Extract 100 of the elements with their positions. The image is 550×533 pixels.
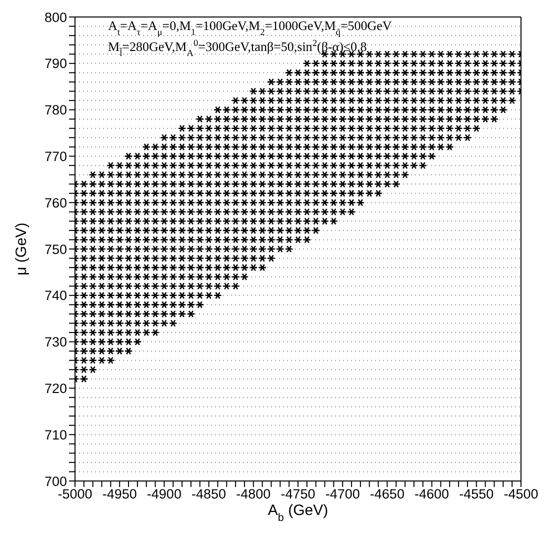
y-tick-label: 760 bbox=[44, 195, 67, 210]
point bbox=[294, 96, 302, 104]
point bbox=[133, 180, 142, 188]
point bbox=[347, 208, 356, 216]
point bbox=[222, 106, 231, 114]
point bbox=[213, 134, 222, 142]
point bbox=[231, 115, 240, 123]
point bbox=[213, 124, 222, 132]
point bbox=[178, 134, 186, 142]
point bbox=[302, 124, 312, 132]
point bbox=[186, 190, 196, 198]
point bbox=[400, 143, 410, 151]
point bbox=[312, 198, 320, 206]
x-tick-label: -4700 bbox=[325, 486, 360, 502]
point bbox=[249, 254, 258, 262]
point bbox=[445, 50, 454, 58]
point bbox=[231, 143, 240, 151]
point bbox=[481, 88, 490, 95]
point bbox=[186, 236, 196, 244]
point bbox=[80, 190, 88, 198]
point bbox=[151, 226, 160, 234]
point bbox=[294, 208, 302, 216]
point bbox=[88, 292, 98, 300]
x-tick-label: -4900 bbox=[146, 486, 182, 502]
point bbox=[98, 226, 106, 234]
point bbox=[329, 106, 338, 114]
point bbox=[115, 282, 124, 290]
point bbox=[133, 310, 142, 318]
point bbox=[428, 88, 436, 95]
point bbox=[160, 217, 168, 225]
point bbox=[428, 78, 436, 86]
point bbox=[320, 134, 330, 142]
point bbox=[284, 88, 294, 95]
point bbox=[382, 152, 392, 160]
point bbox=[213, 208, 222, 216]
point bbox=[454, 96, 463, 104]
point bbox=[222, 282, 231, 290]
point bbox=[338, 68, 347, 76]
point bbox=[80, 310, 88, 318]
point bbox=[213, 198, 222, 206]
point bbox=[204, 236, 214, 244]
point bbox=[124, 208, 133, 216]
point bbox=[338, 208, 347, 216]
point bbox=[142, 171, 151, 178]
point bbox=[115, 310, 124, 318]
point bbox=[133, 162, 142, 170]
point bbox=[240, 198, 249, 206]
point bbox=[302, 134, 312, 142]
point bbox=[178, 236, 186, 244]
point bbox=[222, 273, 231, 281]
point bbox=[204, 190, 214, 198]
x-tick-label: -4600 bbox=[414, 486, 450, 502]
point bbox=[151, 273, 160, 281]
point bbox=[178, 226, 186, 234]
point bbox=[249, 171, 258, 178]
point bbox=[400, 88, 410, 95]
point bbox=[382, 143, 392, 151]
point bbox=[98, 190, 106, 198]
point bbox=[294, 198, 302, 206]
point bbox=[436, 143, 445, 151]
point bbox=[222, 171, 231, 178]
point bbox=[418, 143, 428, 151]
point bbox=[302, 180, 312, 188]
point bbox=[498, 88, 508, 95]
point bbox=[222, 254, 231, 262]
point bbox=[204, 124, 214, 132]
point bbox=[88, 347, 98, 355]
point bbox=[294, 180, 302, 188]
point bbox=[98, 273, 106, 281]
point bbox=[365, 180, 374, 188]
point bbox=[266, 152, 276, 160]
point bbox=[124, 282, 133, 290]
point bbox=[80, 245, 88, 253]
point bbox=[365, 143, 374, 151]
point bbox=[124, 254, 133, 262]
point bbox=[498, 78, 508, 86]
point bbox=[178, 162, 186, 170]
point bbox=[258, 124, 267, 132]
point bbox=[266, 124, 276, 132]
point bbox=[356, 152, 365, 160]
point bbox=[454, 115, 463, 123]
point bbox=[106, 356, 115, 364]
point bbox=[231, 254, 240, 262]
point bbox=[196, 162, 204, 170]
point bbox=[302, 198, 312, 206]
point bbox=[284, 236, 294, 244]
point bbox=[374, 68, 383, 76]
point bbox=[133, 264, 142, 272]
point bbox=[106, 236, 115, 244]
point bbox=[160, 310, 168, 318]
point bbox=[294, 68, 302, 76]
point bbox=[213, 236, 222, 244]
point bbox=[151, 190, 160, 198]
point bbox=[196, 124, 204, 132]
point bbox=[213, 282, 222, 290]
point bbox=[266, 190, 276, 198]
point bbox=[436, 50, 445, 58]
point bbox=[374, 96, 383, 104]
point bbox=[249, 190, 258, 198]
point bbox=[329, 198, 338, 206]
